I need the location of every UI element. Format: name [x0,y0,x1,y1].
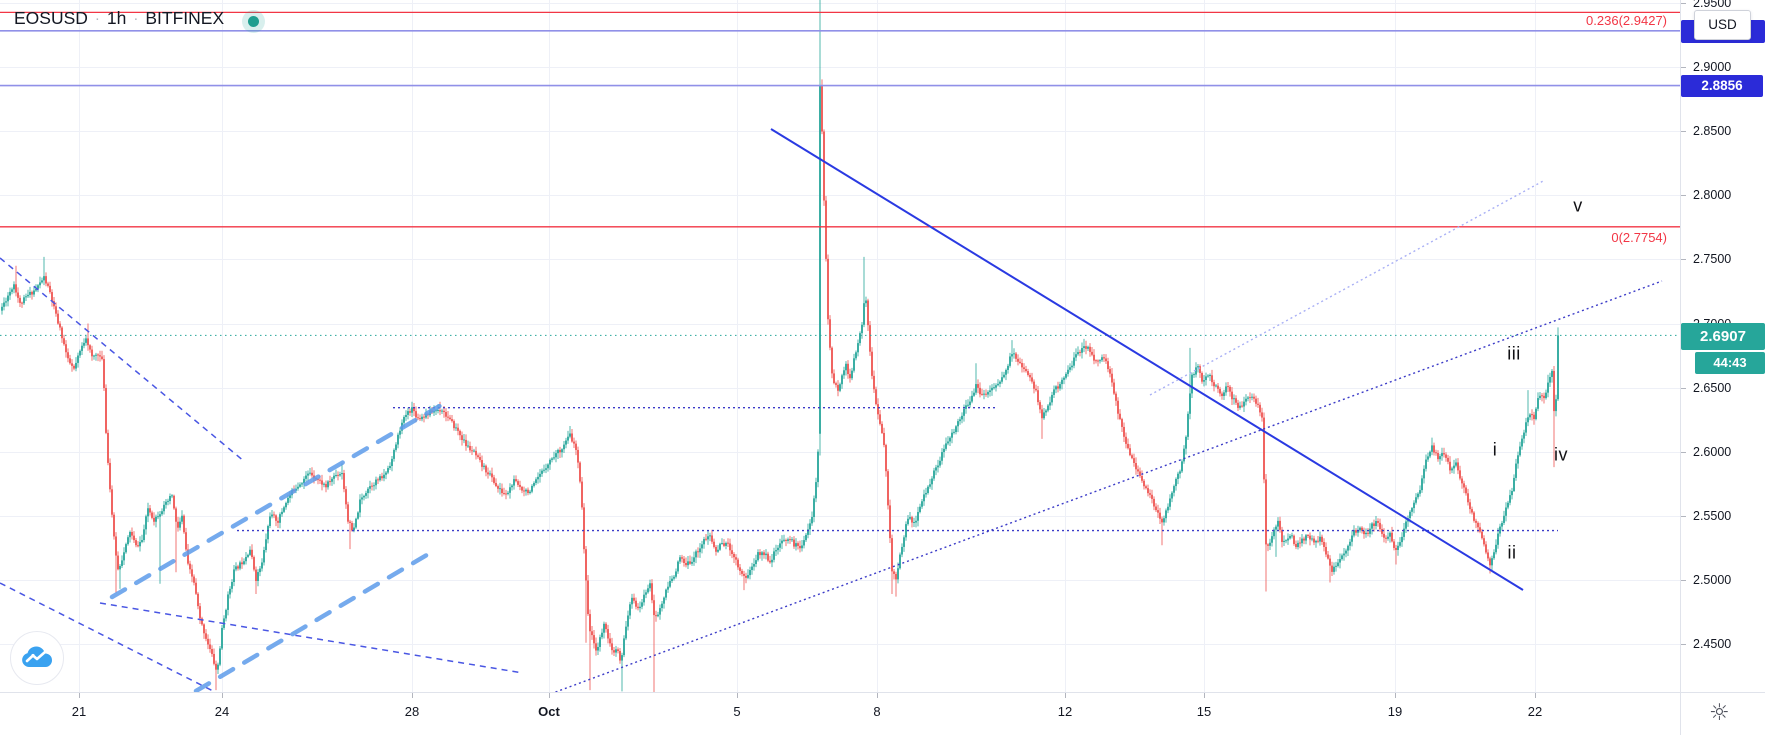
time-axis-label: 24 [214,704,230,719]
time-axis-label: 15 [1196,704,1212,719]
fib-label-0[interactable]: 0(2.7754) [1611,230,1667,245]
elliott-wave-label-v[interactable]: v [1573,195,1583,216]
last-price-badge: 2.6907 [1681,323,1765,350]
currency-label-chip: USD [1694,10,1751,40]
price-chart-canvas[interactable] [0,0,1680,692]
time-axis-label: 22 [1527,704,1543,719]
time-axis-label: 5 [733,704,741,719]
time-axis-label: 21 [71,704,87,719]
title-separator: · [133,10,139,27]
time-axis-tick [737,693,738,698]
price-axis-tick [1681,195,1686,196]
alert-price-badge-28856: 2.8856 [1681,75,1763,97]
axis-corner: ☼ [1680,692,1765,735]
price-axis-label: 2.7500 [1693,252,1732,266]
elliott-wave-label-ii[interactable]: ii [1507,542,1517,563]
symbol-title[interactable]: EOSUSD · 1h · BITFINEX [14,8,224,29]
elliott-wave-label-i[interactable]: i [1492,439,1498,460]
price-axis-tick [1681,580,1686,581]
time-axis[interactable]: 21 24 28 Oct 5 8 12 15 19 22 [0,692,1680,735]
bar-countdown-badge: 44:43 [1695,352,1765,374]
time-axis-tick [1204,693,1205,698]
price-axis-tick [1681,516,1686,517]
time-axis-label: 28 [404,704,420,719]
price-axis[interactable]: USD 2.8856 2.6907 44:43 2.9500 2.9000 2.85… [1680,0,1765,692]
price-axis-label: 2.5000 [1693,573,1732,587]
symbol-interval[interactable]: 1h [106,8,127,28]
time-axis-tick [79,693,80,698]
cloud-chart-icon [22,646,53,667]
time-axis-label: 12 [1057,704,1073,719]
time-axis-tick [877,693,878,698]
price-axis-tick [1681,3,1686,4]
time-axis-tick [1535,693,1536,698]
price-axis-tick [1681,644,1686,645]
price-axis-label: 2.9000 [1693,60,1732,74]
market-status-dot [242,10,265,33]
time-axis-tick [549,693,550,698]
price-axis-tick [1681,259,1686,260]
time-axis-tick [412,693,413,698]
time-axis-label: 8 [873,704,881,719]
price-axis-label: 2.5500 [1693,509,1732,523]
price-axis-label: 2.6500 [1693,381,1732,395]
time-axis-tick [222,693,223,698]
elliott-wave-label-iii[interactable]: iii [1507,343,1521,364]
elliott-wave-label-iv[interactable]: iv [1554,444,1568,465]
price-axis-label: 2.8000 [1693,188,1732,202]
market-status-dot-core [248,16,259,27]
price-axis-tick [1681,452,1686,453]
price-axis-label: 2.9500 [1693,0,1732,10]
time-axis-label: 19 [1387,704,1403,719]
symbol-exchange[interactable]: BITFINEX [145,8,225,28]
fib-label-0236[interactable]: 0.236(2.9427) [1586,13,1667,28]
time-axis-tick [1065,693,1066,698]
axis-settings-icon[interactable]: ☼ [1709,700,1730,726]
price-axis-tick [1681,388,1686,389]
symbol-name[interactable]: EOSUSD [14,8,88,28]
title-separator: · [94,10,100,27]
price-axis-label: 2.4500 [1693,637,1732,651]
time-axis-tick [1395,693,1396,698]
price-axis-label: 2.6000 [1693,445,1732,459]
tradingview-logo[interactable] [10,631,64,685]
time-axis-label: Oct [538,704,560,719]
price-axis-tick [1681,131,1686,132]
price-axis-label: 2.8500 [1693,124,1732,138]
price-axis-tick [1681,67,1686,68]
